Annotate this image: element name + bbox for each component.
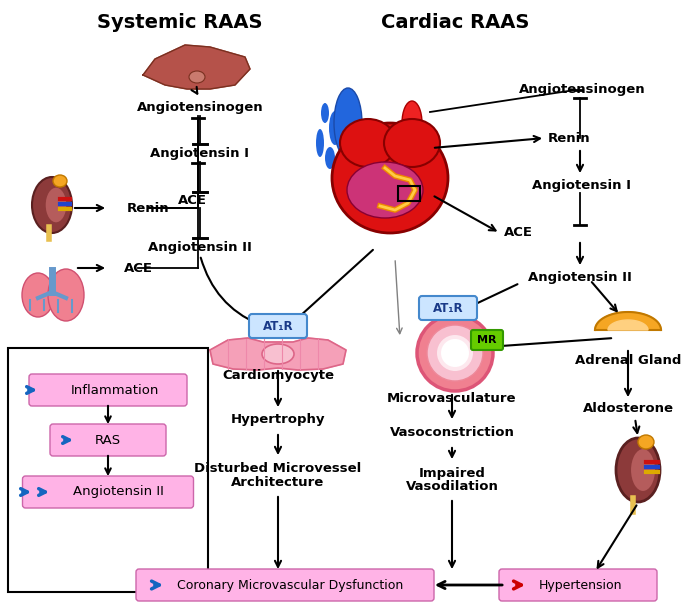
Text: Angiotensin II: Angiotensin II (73, 485, 163, 498)
Text: Adrenal Gland: Adrenal Gland (575, 354, 681, 367)
Ellipse shape (334, 88, 362, 158)
Polygon shape (608, 320, 648, 330)
Text: ACE: ACE (504, 227, 533, 240)
FancyBboxPatch shape (136, 569, 434, 601)
Ellipse shape (616, 438, 660, 502)
Circle shape (437, 335, 473, 371)
Circle shape (427, 325, 483, 381)
Text: Cardiomyocyte: Cardiomyocyte (222, 370, 334, 383)
FancyBboxPatch shape (499, 569, 657, 601)
Text: Angiotensin II: Angiotensin II (528, 272, 632, 285)
Text: AT₁R: AT₁R (433, 301, 463, 315)
Text: Angiotensinogen: Angiotensinogen (519, 84, 645, 97)
Text: ACE: ACE (178, 193, 206, 206)
Bar (398, 186, 420, 201)
Ellipse shape (53, 175, 67, 187)
Ellipse shape (262, 344, 294, 364)
Text: Vasoconstriction: Vasoconstriction (390, 426, 514, 439)
Ellipse shape (22, 273, 54, 317)
Text: Systemic RAAS: Systemic RAAS (97, 12, 262, 31)
Text: Inflammation: Inflammation (71, 384, 159, 397)
Ellipse shape (415, 123, 425, 143)
Text: Renin: Renin (548, 131, 591, 145)
FancyBboxPatch shape (419, 296, 477, 320)
Ellipse shape (32, 177, 72, 233)
Text: Aldosterone: Aldosterone (582, 402, 673, 415)
Text: Angiotensin I: Angiotensin I (533, 179, 631, 192)
Ellipse shape (321, 103, 329, 123)
Ellipse shape (402, 101, 422, 145)
FancyBboxPatch shape (29, 374, 187, 406)
FancyBboxPatch shape (471, 330, 503, 350)
Polygon shape (210, 338, 346, 370)
Ellipse shape (384, 119, 440, 167)
Text: Coronary Microvascular Dysfunction: Coronary Microvascular Dysfunction (177, 578, 403, 591)
Circle shape (441, 339, 469, 367)
Text: Hypertrophy: Hypertrophy (231, 413, 326, 426)
Text: RAS: RAS (95, 434, 121, 447)
Ellipse shape (45, 187, 67, 223)
Text: Hypertension: Hypertension (538, 578, 622, 591)
Ellipse shape (189, 71, 205, 83)
Circle shape (417, 315, 493, 391)
Ellipse shape (340, 119, 396, 167)
Text: Renin: Renin (127, 201, 169, 214)
Text: ACE: ACE (123, 262, 153, 275)
Text: Impaired: Impaired (419, 466, 485, 479)
Text: Angiotensin II: Angiotensin II (148, 241, 252, 254)
Ellipse shape (332, 123, 448, 233)
Ellipse shape (638, 435, 654, 449)
Ellipse shape (630, 448, 656, 492)
Text: Architecture: Architecture (232, 476, 325, 488)
Ellipse shape (325, 147, 335, 169)
Text: AT₁R: AT₁R (262, 320, 293, 333)
Ellipse shape (404, 111, 416, 135)
Text: Angiotensinogen: Angiotensinogen (136, 102, 263, 115)
Text: Angiotensin I: Angiotensin I (150, 147, 249, 160)
Ellipse shape (48, 269, 84, 321)
Ellipse shape (316, 129, 324, 157)
Bar (8, 348, 208, 592)
Ellipse shape (347, 162, 423, 218)
Text: Disturbed Microvessel: Disturbed Microvessel (195, 461, 362, 474)
FancyBboxPatch shape (50, 424, 166, 456)
Ellipse shape (329, 111, 341, 145)
FancyBboxPatch shape (249, 314, 307, 338)
Text: Microvasculature: Microvasculature (387, 392, 517, 405)
FancyBboxPatch shape (22, 476, 193, 508)
Polygon shape (143, 45, 250, 89)
Text: MR: MR (477, 335, 497, 345)
Polygon shape (595, 312, 661, 330)
Text: Cardiac RAAS: Cardiac RAAS (381, 12, 529, 31)
Text: Vasodilation: Vasodilation (405, 480, 498, 493)
